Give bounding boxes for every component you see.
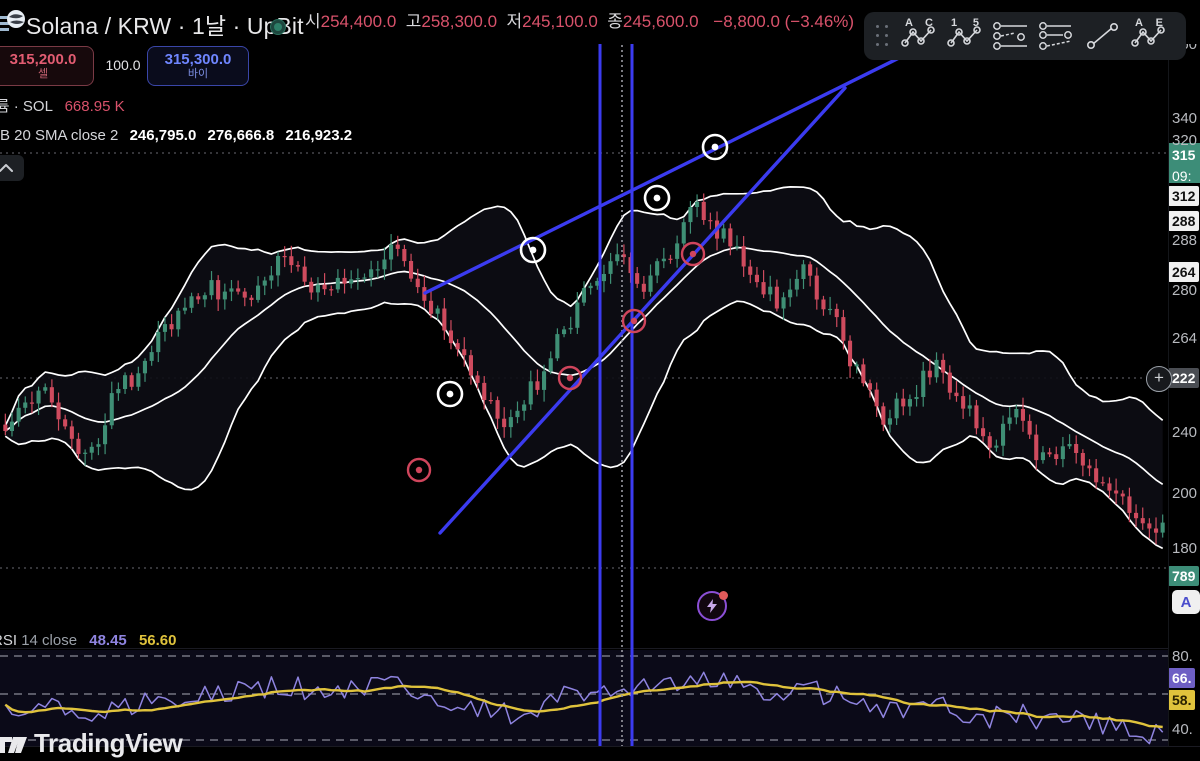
bb-legend[interactable]: BB 20 SMA close 2 246,795.0 276,666.8 21… [0,127,352,145]
rsi-pane[interactable] [0,650,1168,746]
parallel-channel-tool[interactable] [988,14,1034,58]
zigzag-ae-icon [1131,26,1165,47]
solana-logo [0,10,25,31]
buy-order-badge[interactable]: 312 [1168,186,1200,206]
rsi-ma-legend-value: 56.60 [138,632,177,649]
rsi-tick: 40. [1172,721,1193,738]
wave-label-1: 1 [951,17,958,29]
rsi-value-badge: 66. [1168,668,1196,688]
ohlc-low-value: 245,100.0 [522,12,598,31]
rsi-ma-badge: 58. [1168,690,1196,710]
rsi-legend-value: 48.45 [89,632,127,649]
price-pane[interactable] [0,150,1168,628]
bb-lower-value: 216,923.2 [285,127,353,144]
bb-legend-title: BB 20 SMA close 2 [0,127,119,144]
bb-upper-badge[interactable]: 264 [1168,262,1200,282]
pitchfork-tool[interactable] [1034,14,1080,58]
auto-scale-button[interactable]: A [1172,590,1200,614]
last-price-text: 315 [1172,147,1196,163]
alert-badge[interactable] [697,591,728,621]
volume-badge: 789 [1168,566,1200,586]
zigzag-15-icon [947,26,981,47]
volume-legend-title: 볼륨 · SOL [0,98,53,115]
price-tick: 264 [1172,330,1198,347]
ohlc-close-label: 종 [602,12,623,31]
price-change: −8,800.0 (−3.46%) [713,12,855,31]
alert-indicator-dot [719,591,728,600]
volume-legend-value: 668.95 K [64,98,125,115]
pane-divider [0,648,1168,649]
abc-label-a: A [905,17,913,29]
ae-label-e: E [1155,17,1163,29]
drawing-toolbar[interactable]: A C 1 5 [864,12,1186,60]
bb-basis-value: 246,795.0 [129,127,197,144]
ohlc-high-label: 고 [401,12,422,31]
price-tick: 180 [1172,540,1198,557]
buy-price: 315,300.0 [164,51,232,68]
tradingview-logo [0,736,27,753]
price-axis[interactable]: 360 340 320 315 09: 312 288 288 264 280 … [1168,0,1200,746]
trend-line-tool[interactable] [1080,14,1126,58]
buy-button[interactable]: 315,300.0 바이 [147,46,249,86]
sell-label: 셀 [37,68,49,80]
abc-label-c: C [925,17,933,29]
chevron-up-icon [0,164,13,172]
elliott-wave-tool[interactable]: 1 5 [942,14,988,58]
rsi-legend-params: 14 close [21,632,78,649]
ohlc-low-label: 저 [501,12,523,31]
ohlc-high-value: 258,300.0 [421,12,498,31]
sell-price: 315,200.0 [9,51,77,68]
volume-legend[interactable]: 볼륨 · SOL 668.95 K [0,98,125,116]
ae-label-a: A [1135,17,1143,29]
collapse-pane-button[interactable] [0,155,24,181]
abc-pattern-tool[interactable]: A C [896,14,942,58]
three-rails-icon [993,22,1027,50]
rsi-legend-title: RSI [0,632,18,649]
wave-label-5: 5 [972,17,979,29]
rsi-chart-canvas [0,650,1168,746]
market-open-dot [270,19,286,35]
watermark-text: TradingView [34,728,183,758]
last-price-badge: 315 [1168,145,1199,165]
price-tick: 240 [1172,424,1198,441]
price-tick: 288 [1172,232,1198,249]
trend-line-icon [1086,22,1118,49]
rsi-tick: 80. [1172,648,1193,665]
price-tick: 340 [1172,110,1198,127]
symbol-title[interactable]: Solana / KRW · 1날 · UpBit [26,13,304,39]
bottom-divider [0,746,1200,747]
bb-upper-value: 276,666.8 [207,127,275,144]
tradingview-watermark: TradingView [0,728,183,759]
rsi-legend[interactable]: RSI 14 close 48.45 56.60 [0,632,177,650]
crosshair-plus-icon[interactable]: + [1146,366,1172,392]
last-price-time-text: 09: [1172,168,1192,184]
price-chart-canvas [0,152,1168,569]
ohlc-close-value: 245,600.0 [622,12,699,31]
last-price-highlight [1168,143,1200,183]
drag-grip-icon[interactable] [870,21,896,51]
ohlc-open-label: 시 [305,12,321,31]
price-tick: 320 [1172,132,1198,149]
sell-order-badge[interactable]: 288 [1168,211,1200,231]
zigzag-abc-icon [901,26,935,47]
ae-pattern-tool[interactable]: A E [1126,14,1172,58]
price-tick: 200 [1172,485,1198,502]
ohlc-open-value: 254,400.0 [320,12,397,31]
sell-button[interactable]: 315,200.0 셀 [0,46,94,86]
ohlc-readout: 시254,400.0 고258,300.0 저245,100.0 종245,60… [305,10,854,34]
last-price-time: 09: [1168,166,1195,186]
rails-dotted-icon [1039,22,1072,50]
buy-label: 바이 [187,68,209,80]
lightning-alert-icon [707,599,717,613]
spread-value: 100.0 [105,57,141,73]
crosshair-price-badge: 222 [1168,368,1200,388]
price-tick: 280 [1172,282,1198,299]
